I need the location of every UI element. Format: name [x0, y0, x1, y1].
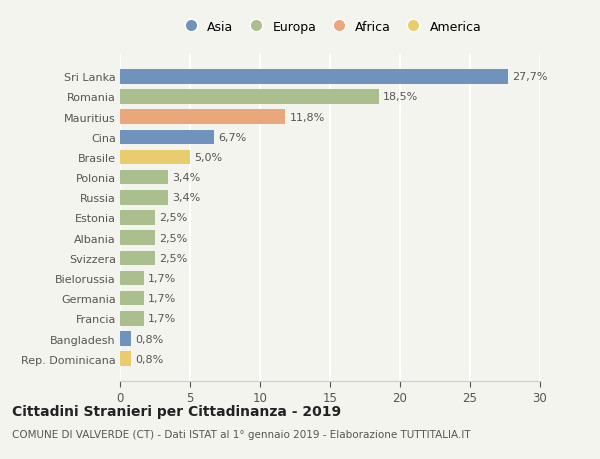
Bar: [120, 231, 155, 246]
Text: 11,8%: 11,8%: [289, 112, 325, 123]
Legend: Asia, Europa, Africa, America: Asia, Europa, Africa, America: [173, 16, 487, 39]
Text: 1,7%: 1,7%: [148, 274, 176, 283]
Bar: [120, 291, 144, 306]
Text: 0,8%: 0,8%: [136, 334, 164, 344]
Text: 1,7%: 1,7%: [148, 294, 176, 303]
Bar: [120, 331, 131, 346]
Bar: [120, 90, 379, 105]
Text: 2,5%: 2,5%: [159, 213, 187, 223]
Bar: [120, 130, 214, 145]
Bar: [120, 271, 144, 285]
Text: Cittadini Stranieri per Cittadinanza - 2019: Cittadini Stranieri per Cittadinanza - 2…: [12, 404, 341, 418]
Text: 27,7%: 27,7%: [512, 72, 548, 82]
Text: 0,8%: 0,8%: [136, 354, 164, 364]
Text: 3,4%: 3,4%: [172, 173, 200, 183]
Text: 3,4%: 3,4%: [172, 193, 200, 203]
Text: 5,0%: 5,0%: [194, 153, 223, 162]
Bar: [120, 171, 167, 185]
Text: 2,5%: 2,5%: [159, 233, 187, 243]
Bar: [120, 311, 144, 326]
Bar: [120, 190, 167, 205]
Text: 2,5%: 2,5%: [159, 253, 187, 263]
Bar: [120, 251, 155, 265]
Bar: [120, 352, 131, 366]
Text: 18,5%: 18,5%: [383, 92, 418, 102]
Bar: [120, 151, 190, 165]
Bar: [120, 70, 508, 84]
Bar: [120, 211, 155, 225]
Bar: [120, 110, 285, 125]
Text: 1,7%: 1,7%: [148, 313, 176, 324]
Text: COMUNE DI VALVERDE (CT) - Dati ISTAT al 1° gennaio 2019 - Elaborazione TUTTITALI: COMUNE DI VALVERDE (CT) - Dati ISTAT al …: [12, 429, 470, 439]
Text: 6,7%: 6,7%: [218, 133, 246, 142]
